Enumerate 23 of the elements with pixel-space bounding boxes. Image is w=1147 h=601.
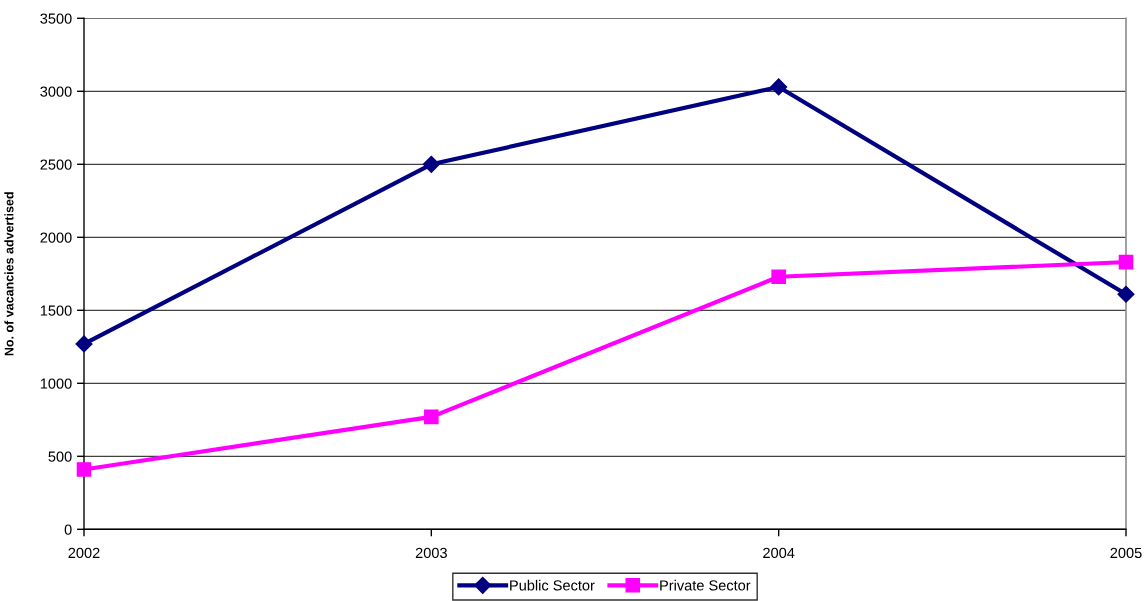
point	[1117, 285, 1135, 303]
point	[422, 155, 440, 173]
y-tick-label: 500	[48, 451, 72, 462]
y-tick-label: 1000	[40, 378, 72, 389]
point	[770, 78, 788, 96]
y-tick-label: 0	[64, 524, 72, 535]
y-tick-label: 3500	[40, 13, 72, 24]
y-axis-title: No. of vacancies advertised	[4, 192, 14, 356]
x-tick-label: 2005	[1110, 547, 1142, 559]
y-tick-label: 2000	[40, 232, 72, 243]
point	[424, 409, 439, 425]
legend-label: Private Sector	[660, 579, 751, 591]
y-tick-label: 3000	[40, 86, 72, 97]
point	[1118, 254, 1134, 270]
point	[771, 269, 786, 285]
x-tick-label: 2004	[763, 547, 795, 559]
legend-label: Public Sector	[510, 579, 595, 591]
x-tick-label: 2003	[415, 547, 447, 559]
point	[75, 335, 93, 353]
point	[76, 462, 92, 477]
y-tick-label: 2500	[40, 159, 72, 170]
x-tick-label: 2002	[68, 547, 100, 559]
y-tick-label: 1500	[40, 305, 72, 316]
